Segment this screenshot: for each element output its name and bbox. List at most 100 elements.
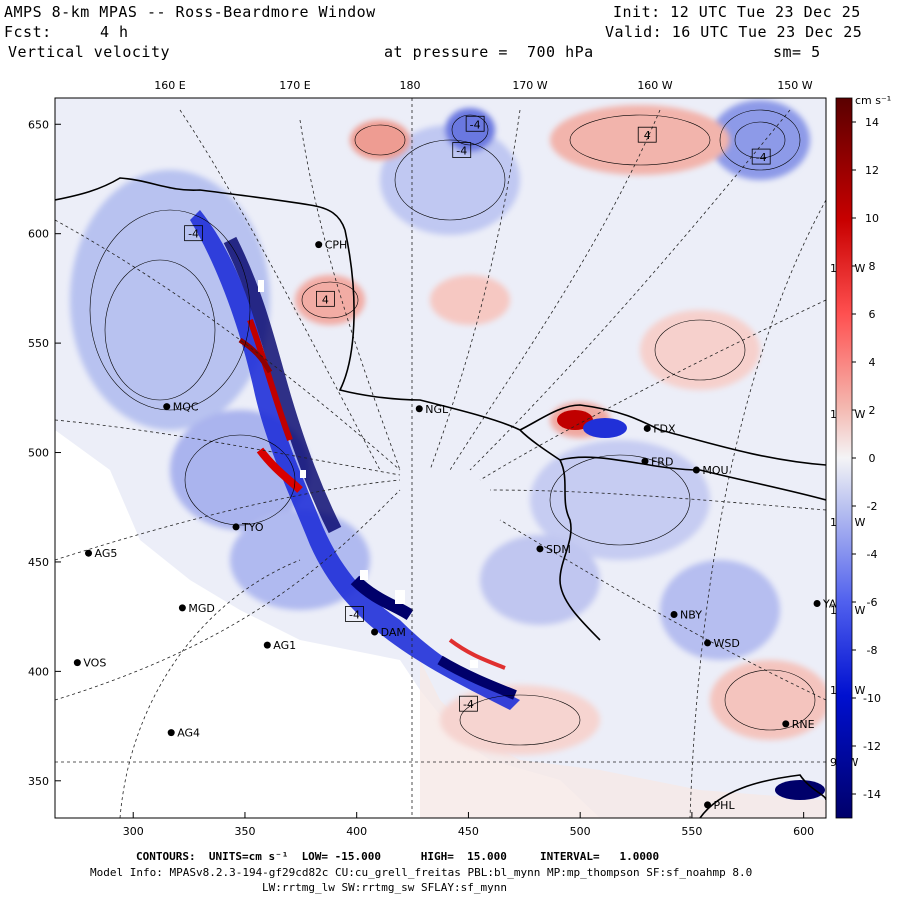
x-tick-label: 350 bbox=[234, 825, 255, 838]
colorbar-ramp bbox=[835, 97, 853, 819]
mountain-wave-band bbox=[190, 210, 520, 710]
longitude-label: 160 E bbox=[154, 79, 185, 92]
colorbar-label: -2 bbox=[867, 500, 878, 513]
station-label: AG4 bbox=[177, 727, 200, 740]
colorbar-label: -6 bbox=[867, 596, 878, 609]
station-label: RNE bbox=[792, 718, 815, 731]
contour-box bbox=[751, 148, 771, 165]
x-tick-label: 550 bbox=[681, 825, 702, 838]
contour-box-label: 4 bbox=[322, 293, 329, 306]
station-label: MOU bbox=[702, 464, 728, 477]
colorbar-label: -12 bbox=[863, 740, 881, 753]
x-tick-label: 500 bbox=[570, 825, 591, 838]
coastline bbox=[55, 177, 826, 818]
contour-box-label: -4 bbox=[188, 228, 199, 241]
no-data-region bbox=[55, 430, 600, 818]
longitude-label: 180 bbox=[400, 79, 421, 92]
station-label: MGD bbox=[188, 602, 215, 615]
y-tick-label: 400 bbox=[28, 665, 49, 678]
map-plot-area bbox=[55, 98, 826, 818]
contour-box-labels: -4 -4 4 -4 -4 4 -4 -4 bbox=[184, 115, 771, 712]
contour-box bbox=[452, 142, 472, 158]
station-marker bbox=[263, 641, 271, 649]
colorbar-label: 14 bbox=[865, 116, 879, 129]
contour-box bbox=[637, 126, 657, 143]
contour-box-label: -4 bbox=[756, 151, 767, 164]
top-longitude-labels: 160 E 170 E 180 170 W 160 W 150 W bbox=[154, 79, 813, 92]
velocity-contours bbox=[89, 109, 816, 746]
pressure-level: at pressure = 700 hPa bbox=[384, 43, 594, 61]
weak-ascent-patches bbox=[295, 105, 826, 755]
contour-box bbox=[465, 115, 485, 132]
station-label: TYO bbox=[241, 521, 264, 534]
contour-info: CONTOURS: UNITS=cm s⁻¹ LOW= -15.000 HIGH… bbox=[136, 850, 660, 863]
contour-box bbox=[316, 290, 335, 307]
beardmore-dipole bbox=[557, 410, 825, 800]
plot-frame bbox=[54, 97, 827, 819]
x-tick-label: 600 bbox=[793, 825, 814, 838]
longitude-label: 150 W bbox=[777, 79, 812, 92]
y-axis: 650 600 550 500 450 400 350 bbox=[28, 118, 61, 788]
station-label: MQC bbox=[173, 401, 199, 414]
station-marker bbox=[178, 604, 186, 612]
station-label: SDM bbox=[546, 543, 571, 556]
station-marker bbox=[371, 628, 379, 636]
colorbar-label: -8 bbox=[867, 644, 878, 657]
colorbar-label: 2 bbox=[869, 404, 876, 417]
station-marker bbox=[692, 466, 700, 474]
station-label: VOS bbox=[83, 657, 106, 670]
contour-box-label: -4 bbox=[456, 145, 467, 158]
station-label: DAM bbox=[381, 626, 406, 639]
contour-box-label: 4 bbox=[644, 129, 651, 142]
station-marker bbox=[643, 424, 651, 432]
longitude-label: 170 E bbox=[279, 79, 310, 92]
contour-box-label: -4 bbox=[463, 698, 474, 711]
model-info-physics: LW:rrtmg_lw SW:rrtmg_sw SFLAY:sf_mynn bbox=[262, 881, 508, 894]
colorbar-label: -14 bbox=[863, 788, 881, 801]
colorbar-units: cm s⁻¹ bbox=[855, 94, 891, 107]
x-tick-label: 450 bbox=[458, 825, 479, 838]
station-marker bbox=[85, 549, 93, 557]
longitude-label: 160 W bbox=[637, 79, 672, 92]
station-label: CPH bbox=[325, 239, 348, 252]
map-title: AMPS 8-km MPAS -- Ross-Beardmore Window bbox=[4, 3, 376, 21]
colorbar-label: -4 bbox=[867, 548, 878, 561]
station-marker bbox=[163, 403, 171, 411]
station-marker bbox=[813, 600, 821, 608]
forecast-label: Fcst: bbox=[4, 23, 52, 41]
contour-box-label: -4 bbox=[349, 608, 360, 621]
smoothing-value: sm= 5 bbox=[773, 43, 821, 61]
x-tick-label: 300 bbox=[123, 825, 144, 838]
colorbar-label: 8 bbox=[869, 260, 876, 273]
y-tick-label: 350 bbox=[28, 775, 49, 788]
colorbar-label: 10 bbox=[865, 212, 879, 225]
station-marker bbox=[73, 659, 81, 667]
y-tick-label: 650 bbox=[28, 118, 49, 131]
colorbar-label: 12 bbox=[865, 164, 879, 177]
station-marker bbox=[315, 241, 323, 249]
valid-time: Valid: 16 UTC Tue 23 Dec 25 bbox=[605, 23, 863, 41]
station-marker bbox=[670, 610, 678, 618]
colorbar-label: -10 bbox=[863, 692, 881, 705]
ross-sea-region bbox=[420, 660, 826, 818]
longitude-label: 170 W bbox=[512, 79, 547, 92]
y-tick-label: 450 bbox=[28, 556, 49, 569]
model-info: Model Info: MPASv8.2.3-194-gf29cd82c CU:… bbox=[90, 866, 753, 879]
colorbar-label: 0 bbox=[869, 452, 876, 465]
y-tick-label: 550 bbox=[28, 337, 49, 350]
field-name: Vertical velocity bbox=[8, 43, 171, 61]
colorbar: cm s⁻¹ 14 12 10 8 6 4 2 0 -2 -4 -6 -8 -10 -12 -14 bbox=[835, 94, 891, 819]
y-tick-label: 600 bbox=[28, 228, 49, 241]
station-label: AG1 bbox=[273, 639, 296, 652]
x-tick-label: 400 bbox=[346, 825, 367, 838]
weak-descent-patches bbox=[70, 100, 810, 660]
x-axis: 300 350 400 450 500 550 600 bbox=[123, 812, 814, 838]
station-marker bbox=[641, 457, 649, 465]
contour-box bbox=[184, 225, 203, 242]
station-marker bbox=[704, 639, 712, 647]
station-label: WSD bbox=[714, 637, 740, 650]
contour-box bbox=[345, 606, 364, 622]
station-marker bbox=[232, 523, 240, 531]
station-label: NBY bbox=[680, 608, 702, 621]
station-label: PHL bbox=[714, 799, 736, 812]
